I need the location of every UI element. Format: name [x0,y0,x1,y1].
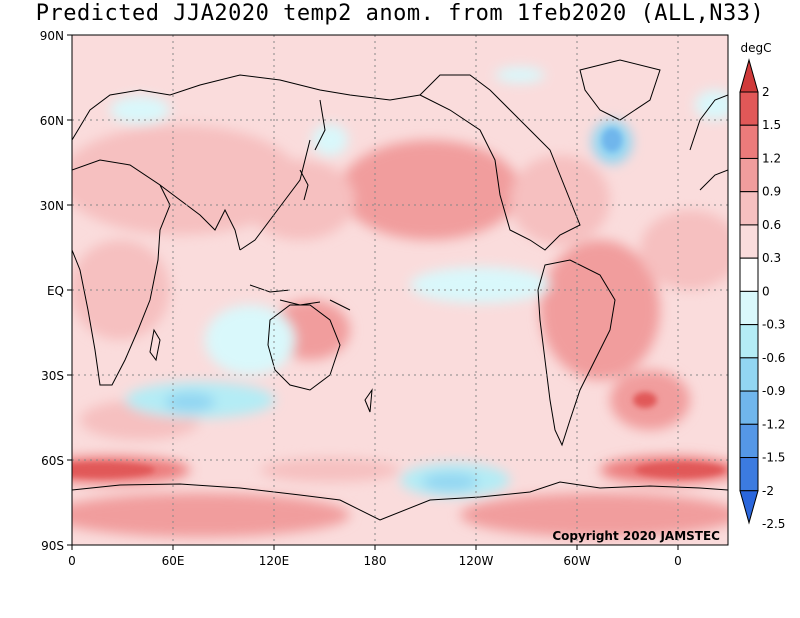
colorbar-tick-label: -1.2 [762,417,785,431]
colorbar-unit: degC [741,41,772,55]
map-title: Predicted JJA2020 temp2 anom. from 1feb2… [35,1,765,26]
colorbar-tick-label: 0.6 [762,218,781,232]
lat-label: 30N [40,199,64,213]
colorbar-tick-label: 1.2 [762,151,781,165]
colorbar-tick-label: -0.6 [762,351,785,365]
lon-label: 180 [364,554,387,568]
colorbar-tick-label: 0.9 [762,185,781,199]
colorbar-tick-label: -2.5 [762,517,785,531]
colorbar-swatch [739,58,759,93]
lat-label: 90S [41,539,64,553]
lat-label: 90N [40,29,64,43]
colorbar-tick-label: 0 [762,284,770,298]
colorbar-swatch [739,224,759,259]
lon-label: 60E [162,554,185,568]
lat-label: EQ [47,284,64,298]
colorbar-swatch [739,324,759,359]
lat-label: 30S [41,369,64,383]
lon-label: 120W [459,554,494,568]
colorbar-swatch [739,490,759,525]
copyright-label: Copyright 2020 JAMSTEC [552,529,720,543]
lon-label: 120E [259,554,290,568]
anomaly-cores [72,128,725,478]
colorbar-tick-label: -1.5 [762,451,785,465]
map-plot-area [72,35,728,545]
colorbar-swatch [739,457,759,492]
colorbar-tick-label: 1.5 [762,118,781,132]
colorbar-swatch [739,124,759,159]
lat-label: 60N [40,114,64,128]
colorbar-swatch [739,390,759,425]
colorbar-swatch [739,157,759,193]
colorbar-swatch [739,91,759,126]
lon-axis: 0 60E 120E 180 120W 60W 0 [68,545,682,568]
colorbar-swatch [739,257,759,292]
lon-label: 0 [68,554,76,568]
colorbar-swatch [739,357,759,392]
colorbar-tick-label: -2 [762,484,774,498]
colorbar-swatch [739,290,759,326]
colorbar-swatch [739,191,759,226]
graticule [72,35,728,545]
lon-label: 0 [674,554,682,568]
colorbar-swatch [739,423,759,459]
colorbar-tick-label: 2 [762,85,770,99]
coastlines [72,59,728,521]
lat-label: 60S [41,454,64,468]
lat-axis: 90N 60N 30N EQ 30S 60S 90S [40,29,72,553]
colorbar-tick-label: -0.3 [762,318,785,332]
colorbar: degC 2 1.5 1.2 0.9 0.6 0.3 0 -0.3 -0.6 -0.9 -1.2 -1… [739,41,785,531]
colorbar-tick-label: -0.9 [762,384,785,398]
lon-label: 60W [563,554,590,568]
colorbar-tick-label: 0.3 [762,251,781,265]
